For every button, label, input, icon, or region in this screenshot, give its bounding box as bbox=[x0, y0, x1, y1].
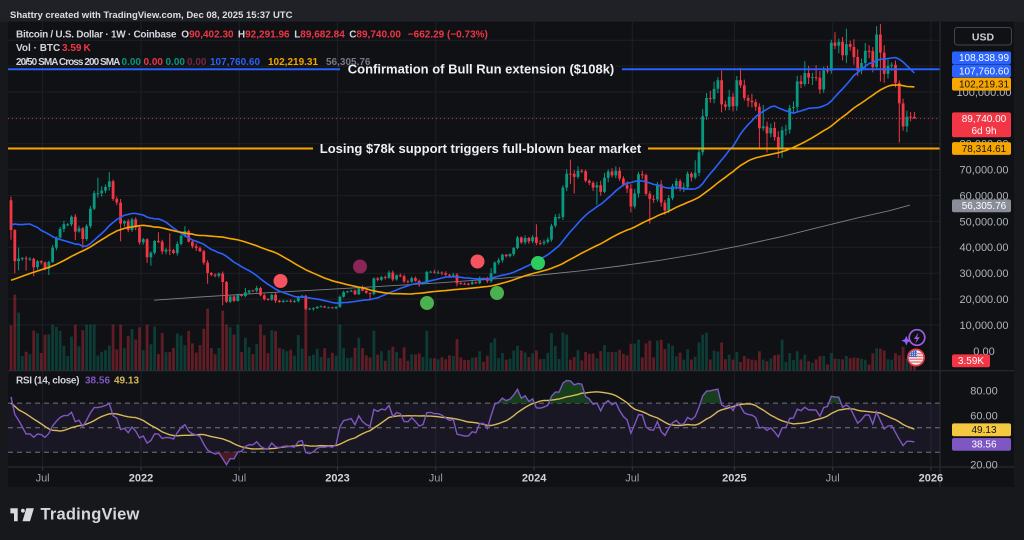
svg-text:2023: 2023 bbox=[325, 473, 349, 485]
svg-text:70,000.00: 70,000.00 bbox=[960, 165, 1009, 177]
svg-text:102,219.31: 102,219.31 bbox=[959, 80, 1009, 91]
svg-text:20.00: 20.00 bbox=[970, 460, 998, 472]
svg-text:60.00: 60.00 bbox=[970, 410, 998, 422]
svg-text:USD: USD bbox=[972, 32, 995, 44]
svg-text:49.13: 49.13 bbox=[971, 425, 996, 436]
svg-text:Confirmation of Bull Run exten: Confirmation of Bull Run extension ($108… bbox=[348, 61, 615, 76]
svg-text:10,000.00: 10,000.00 bbox=[960, 320, 1009, 332]
svg-text:78,314.61: 78,314.61 bbox=[962, 144, 1007, 155]
svg-text:Jul: Jul bbox=[429, 473, 443, 485]
svg-text:80.00: 80.00 bbox=[970, 386, 998, 398]
svg-text:Losing $78k support triggers f: Losing $78k support triggers full-blown … bbox=[320, 141, 642, 156]
svg-text:Shattry created with TradingVi: Shattry created with TradingView.com, De… bbox=[10, 10, 293, 21]
svg-text:Jul: Jul bbox=[232, 473, 246, 485]
svg-text:40,000.00: 40,000.00 bbox=[960, 242, 1009, 254]
svg-text:TradingView: TradingView bbox=[41, 506, 140, 524]
svg-text:2026: 2026 bbox=[919, 473, 943, 485]
svg-text:56,305.76: 56,305.76 bbox=[962, 201, 1007, 212]
svg-text:Jul: Jul bbox=[625, 473, 639, 485]
svg-text:20,000.00: 20,000.00 bbox=[960, 294, 1009, 306]
svg-text:Jul: Jul bbox=[36, 473, 50, 485]
svg-text:3.59K: 3.59K bbox=[958, 356, 984, 367]
svg-text:30,000.00: 30,000.00 bbox=[960, 268, 1009, 280]
svg-text:6d 9h: 6d 9h bbox=[971, 126, 996, 137]
svg-text:107,760.60: 107,760.60 bbox=[959, 66, 1009, 77]
svg-text:2025: 2025 bbox=[722, 473, 746, 485]
svg-text:2022: 2022 bbox=[129, 473, 153, 485]
svg-text:38.56: 38.56 bbox=[971, 440, 996, 451]
svg-text:108,838.99: 108,838.99 bbox=[959, 53, 1009, 64]
svg-text:Bitcoin / U.S. Dollar · 1W · C: Bitcoin / U.S. Dollar · 1W · Coinbase O90… bbox=[16, 29, 488, 40]
svg-text:2024: 2024 bbox=[522, 473, 547, 485]
svg-text:89,740.00: 89,740.00 bbox=[962, 114, 1007, 125]
svg-text:Jul: Jul bbox=[826, 473, 840, 485]
svg-text:50,000.00: 50,000.00 bbox=[960, 216, 1009, 228]
